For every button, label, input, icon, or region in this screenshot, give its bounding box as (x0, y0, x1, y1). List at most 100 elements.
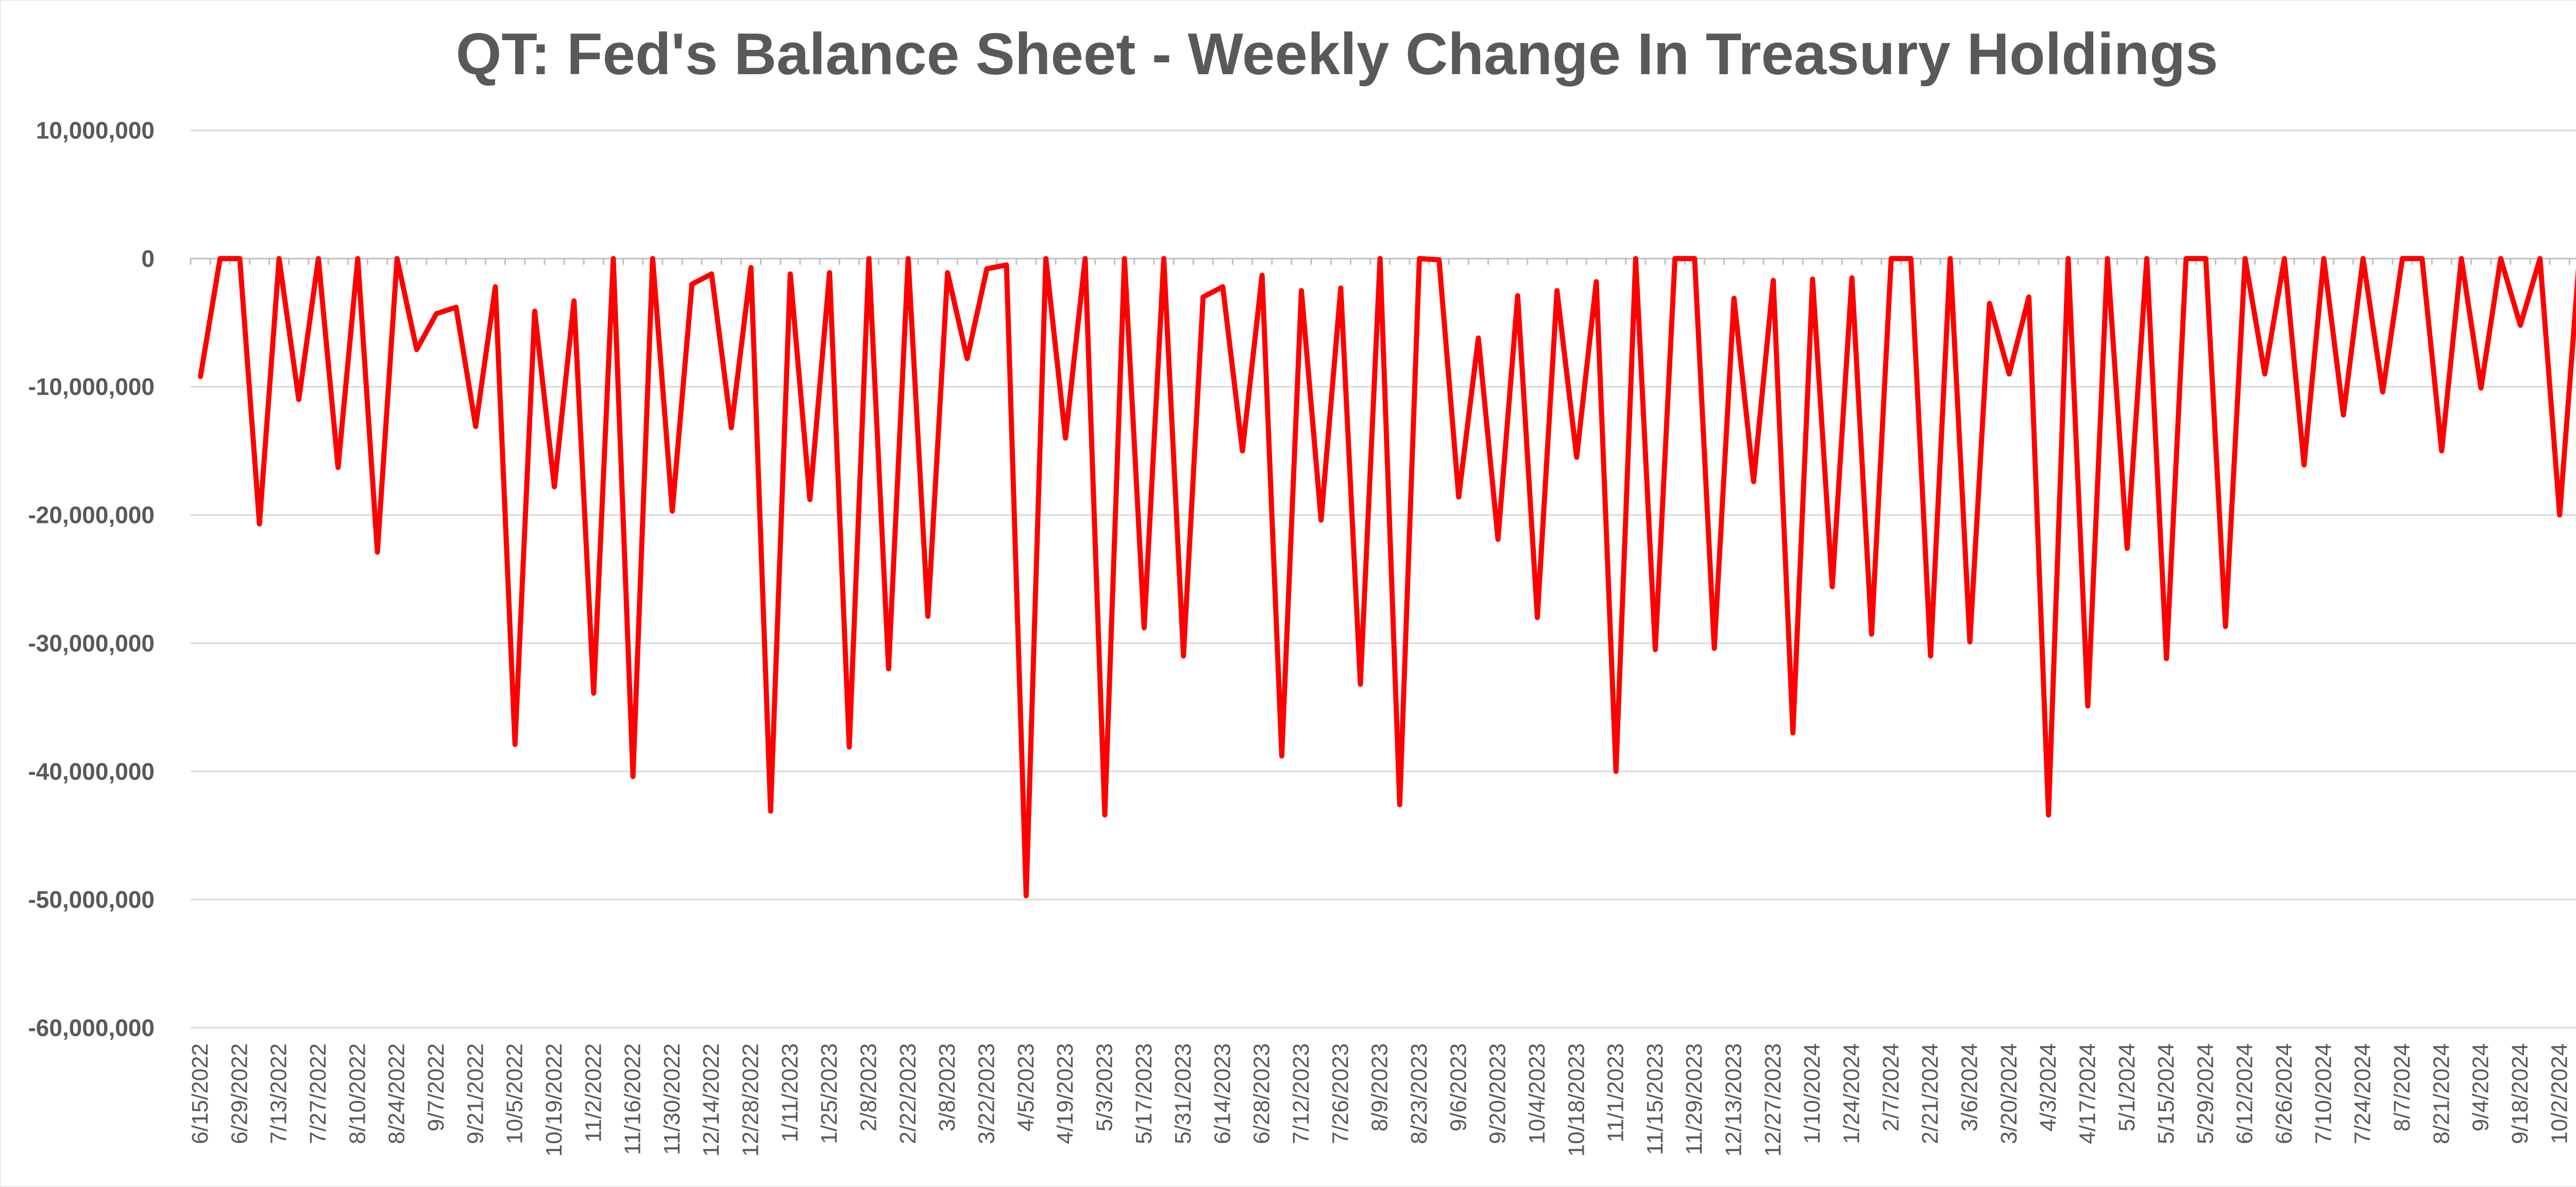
x-tick-label: 11/16/2022 (620, 1043, 646, 1155)
y-tick-label: 10,000,000 (36, 117, 155, 144)
data-point (1378, 257, 1382, 260)
x-tick-label: 11/2/2022 (581, 1043, 606, 1142)
x-tick-label: 2/22/2023 (895, 1043, 921, 1144)
x-tick-label: 8/21/2024 (2429, 1043, 2454, 1144)
data-point (1457, 495, 1461, 499)
data-point (1339, 286, 1343, 290)
data-point (2499, 257, 2502, 260)
data-point (651, 257, 654, 260)
x-tick-label: 9/4/2024 (2468, 1043, 2494, 1131)
data-point (1693, 257, 1697, 260)
y-tick-label: -10,000,000 (28, 374, 155, 400)
data-point (788, 272, 792, 276)
y-axis-tick-labels: 10,000,000 0 -10,000,000 -20,000,000 -30,000… (28, 117, 155, 1041)
data-point (2519, 324, 2522, 327)
data-point (887, 667, 890, 671)
data-point (2401, 257, 2404, 260)
data-point (1673, 257, 1677, 260)
data-point (2538, 257, 2542, 260)
data-point (1083, 257, 1087, 260)
data-point (2322, 257, 2326, 260)
data-point (2007, 372, 2011, 376)
x-tick-label: 9/20/2023 (1485, 1043, 1511, 1144)
data-point (1477, 336, 1480, 340)
x-tick-label: 8/9/2023 (1367, 1043, 1393, 1131)
x-tick-label: 5/17/2023 (1131, 1043, 1157, 1144)
data-point (1182, 654, 1185, 658)
data-point (1752, 480, 1755, 483)
x-tick-label: 1/11/2023 (777, 1043, 803, 1142)
x-tick-label: 3/6/2024 (1957, 1043, 1982, 1131)
x-tick-label: 7/10/2024 (2311, 1043, 2336, 1144)
x-tick-label: 1/10/2024 (1800, 1043, 1825, 1144)
data-point (1968, 640, 1972, 643)
y-tick-label: -40,000,000 (28, 758, 155, 785)
x-tick-label: 11/15/2023 (1642, 1043, 1668, 1155)
y-tick-label: -30,000,000 (28, 630, 155, 656)
x-tick-label: 6/29/2022 (227, 1043, 252, 1144)
x-tick-label: 8/24/2022 (384, 1043, 410, 1144)
data-point (926, 615, 929, 618)
data-point (395, 257, 399, 260)
y-tick-label: 0 (141, 245, 155, 272)
data-point (2558, 513, 2562, 517)
data-point (2342, 413, 2345, 417)
x-tick-label: 7/12/2023 (1289, 1043, 1314, 1144)
data-point (435, 312, 438, 315)
data-point (1713, 647, 1716, 650)
x-tick-label: 11/1/2023 (1603, 1043, 1629, 1142)
data-point (1634, 257, 1637, 260)
data-point (494, 285, 497, 289)
data-point (199, 375, 202, 378)
data-point (1398, 803, 1401, 806)
data-point (1988, 302, 1991, 305)
x-tick-label: 3/20/2024 (1996, 1043, 2022, 1144)
data-point (454, 306, 458, 309)
data-point (808, 498, 811, 501)
data-point (2224, 625, 2227, 629)
data-point (848, 745, 851, 749)
data-point (1516, 294, 1519, 297)
x-tick-label: 9/21/2022 (463, 1043, 488, 1144)
data-point (710, 272, 714, 276)
data-point (1241, 449, 1244, 453)
data-point (1555, 289, 1559, 293)
data-point (1889, 257, 1893, 260)
data-point (1732, 297, 1736, 300)
data-point (277, 257, 281, 260)
x-tick-label: 4/3/2024 (2036, 1043, 2061, 1131)
data-point (1595, 280, 1598, 283)
data-point (2066, 257, 2070, 260)
x-tick-label: 10/2/2024 (2547, 1043, 2572, 1144)
data-point (1123, 257, 1126, 260)
data-point (670, 510, 674, 513)
data-point (1162, 257, 1165, 260)
data-point (376, 550, 379, 554)
data-point (612, 257, 615, 260)
data-point (1280, 754, 1283, 758)
data-point (2027, 295, 2030, 299)
data-point (749, 266, 753, 269)
data-point (1103, 813, 1107, 817)
x-tick-label: 12/13/2023 (1721, 1043, 1747, 1157)
data-point (572, 299, 576, 302)
data-point (2086, 704, 2090, 708)
data-point (2263, 372, 2266, 376)
x-axis (190, 258, 2576, 265)
data-point (1948, 257, 1952, 260)
data-point (769, 809, 772, 813)
data-point (1653, 648, 1657, 651)
data-point (1418, 257, 1421, 260)
x-tick-label: 5/15/2024 (2154, 1043, 2179, 1144)
x-tick-label: 8/7/2024 (2389, 1043, 2415, 1131)
data-point (1221, 285, 1225, 289)
x-tick-label: 8/10/2022 (345, 1043, 370, 1144)
x-tick-label: 7/13/2022 (266, 1043, 292, 1144)
x-tick-label: 12/14/2022 (699, 1043, 724, 1157)
data-point (1024, 894, 1028, 897)
data-point (1850, 276, 1854, 280)
data-point (2243, 257, 2247, 260)
data-point (730, 426, 733, 430)
x-tick-label: 9/18/2024 (2507, 1043, 2533, 1144)
x-tick-label: 3/22/2023 (974, 1043, 999, 1144)
